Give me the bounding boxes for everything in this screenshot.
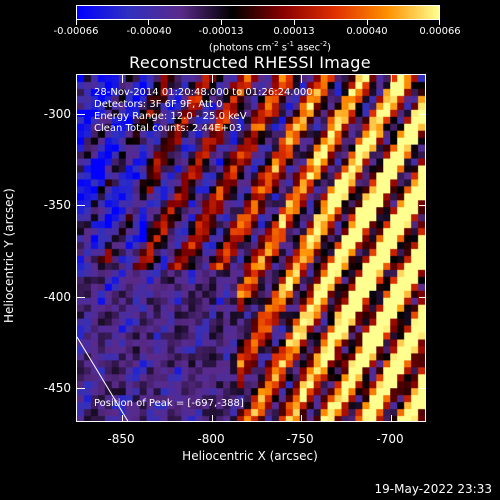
y-tick-label: -450 (43, 381, 71, 395)
colorbar-tick-label: -0.00013 (198, 26, 244, 37)
x-tick-label: -800 (197, 432, 225, 446)
colorbar-tick-marks (76, 19, 440, 25)
timestamp: 19-May-2022 23:33 (374, 482, 492, 496)
colorbar-tick-label: 0.00013 (273, 26, 315, 37)
y-axis-label: Heliocentric Y (arcsec) (2, 188, 16, 323)
plot-title: Reconstructed RHESSI Image (129, 53, 371, 72)
detectors-annotation: Detectors: 3F 6F 9F, Att 0 (94, 99, 223, 110)
rhessi-image (77, 75, 425, 421)
y-tick-label: -400 (43, 290, 71, 304)
x-axis-label: Heliocentric X (arcsec) (182, 449, 318, 463)
colorbar-tick-label: -0.00066 (53, 26, 99, 37)
x-tick-label: -700 (376, 432, 404, 446)
y-tick-label: -300 (43, 107, 71, 121)
time-range-annotation: 28-Nov-2014 01:20:48.000 to 01:26:24.000 (94, 87, 313, 98)
peak-position-annotation: Position of Peak = [-697,-388] (94, 398, 244, 409)
x-tick-label: -850 (107, 432, 135, 446)
limb-line (77, 336, 129, 421)
rhessi-image-panel: 28-Nov-2014 01:20:48.000 to 01:26:24.000… (76, 74, 426, 422)
colorbar-tick-label: 0.00040 (346, 26, 388, 37)
colorbar-tick-label: -0.00040 (126, 26, 172, 37)
colorbar-units: (photons cm-2 s-1 asec-2) (208, 40, 332, 54)
energy-range-annotation: Energy Range: 12.0 - 25.0 keV (94, 111, 247, 122)
axis-tick-marks (77, 75, 425, 421)
clean-counts-annotation: Clean Total counts: 2.44E+03 (94, 123, 242, 134)
x-tick-label: -750 (286, 432, 314, 446)
colorbar-tick-label: 0.00066 (419, 26, 461, 37)
colorbar (76, 5, 440, 20)
y-tick-label: -350 (43, 198, 71, 212)
